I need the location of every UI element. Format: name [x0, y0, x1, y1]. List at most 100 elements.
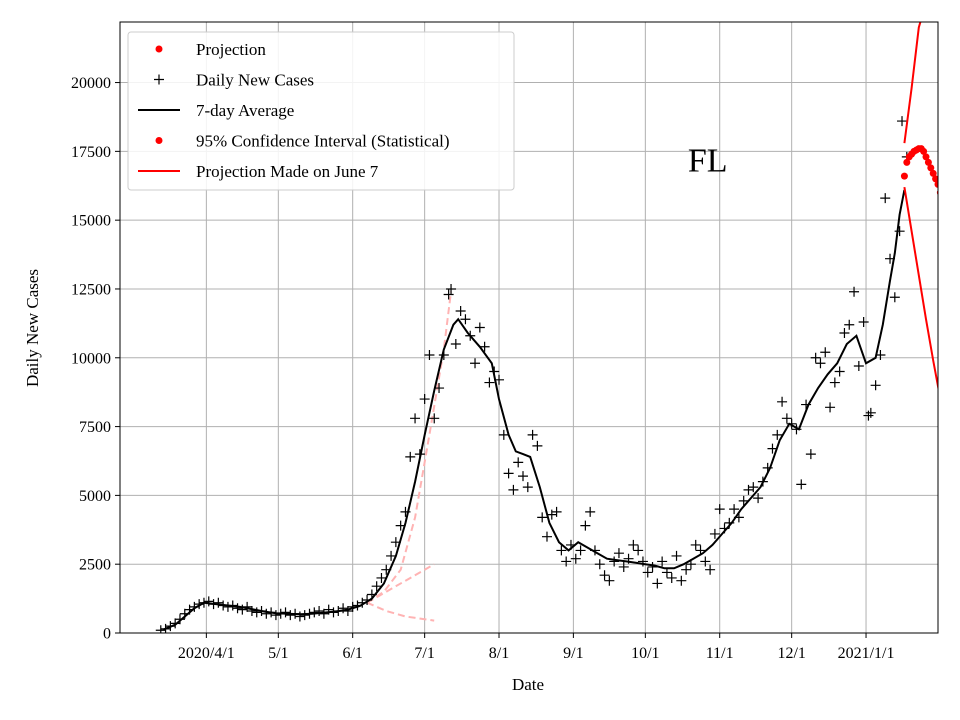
daily-case-marker: [537, 512, 548, 523]
y-tick-label: 5000: [79, 488, 111, 505]
daily-case-marker: [865, 407, 876, 418]
daily-case-marker: [714, 504, 725, 515]
daily-case-marker: [705, 564, 716, 575]
daily-case-marker: [690, 539, 701, 550]
daily-cases-series: [155, 116, 912, 633]
x-tick-label: 8/1: [489, 645, 509, 662]
x-tick-label: 10/1: [631, 645, 659, 662]
daily-case-marker: [820, 347, 831, 358]
x-tick-label: 9/1: [563, 645, 583, 662]
y-tick-label: 17500: [71, 144, 111, 161]
projection-point: [929, 169, 937, 177]
daily-case-marker: [834, 366, 845, 377]
state-annotation: FL: [688, 143, 728, 180]
projection-point: [932, 175, 938, 183]
daily-case-marker: [513, 457, 524, 468]
daily-case-marker: [604, 575, 615, 586]
daily-case-marker: [633, 545, 644, 556]
daily-case-marker: [853, 361, 864, 372]
projection-june7-band: [366, 291, 452, 622]
daily-case-marker: [647, 561, 658, 572]
projection-point: [900, 172, 908, 180]
legend: Projection Daily New Cases 7-day Average 95…: [127, 31, 515, 191]
daily-case-marker: [429, 413, 440, 424]
y-tick-label: 7500: [79, 419, 111, 436]
daily-case-marker: [246, 605, 257, 616]
daily-case-marker: [796, 479, 807, 490]
projection-point: [922, 153, 930, 161]
daily-case-marker: [232, 603, 243, 614]
projection-june7-line: [366, 601, 435, 622]
daily-case-marker: [642, 567, 653, 578]
daily-case-marker: [671, 550, 682, 561]
daily-case-marker: [446, 283, 457, 294]
daily-case-marker: [251, 607, 262, 618]
daily-case-marker: [518, 471, 529, 482]
projection-point: [927, 164, 935, 172]
daily-case-marker: [484, 377, 495, 388]
projection-point: [934, 180, 938, 188]
daily-case-marker: [652, 578, 663, 589]
confidence-interval-line: [903, 186, 938, 392]
daily-case-marker: [450, 339, 461, 350]
daily-case-marker: [410, 413, 421, 424]
daily-case-marker: [700, 556, 711, 567]
x-axis-label: Date: [512, 675, 544, 694]
daily-case-marker: [261, 608, 272, 619]
daily-case-marker: [580, 520, 591, 531]
daily-case-marker: [424, 350, 435, 361]
daily-case-marker: [805, 449, 816, 460]
x-tick-label: 12/1: [777, 645, 805, 662]
daily-case-marker: [880, 193, 891, 204]
daily-case-marker: [532, 440, 543, 451]
daily-case-marker: [386, 550, 397, 561]
projection-series: [900, 145, 938, 196]
daily-case-marker: [666, 572, 677, 583]
x-tick-label: 5/1: [268, 645, 288, 662]
y-tick-label: 20000: [71, 75, 111, 92]
x-axis-ticks: 2020/4/1 5/1 6/1 7/1 8/1 9/1 10/1 11/1 12/1 2021/…: [178, 633, 894, 662]
daily-case-marker: [575, 545, 586, 556]
daily-case-marker: [443, 289, 454, 300]
projection-point: [920, 147, 928, 155]
daily-case-marker: [777, 396, 788, 407]
daily-case-marker: [844, 319, 855, 330]
y-tick-label: 0: [103, 626, 111, 643]
y-tick-label: 2500: [79, 557, 111, 574]
y-tick-label: 12500: [71, 281, 111, 298]
daily-case-marker: [470, 358, 481, 369]
daily-case-marker: [829, 377, 840, 388]
x-tick-label: 7/1: [414, 645, 434, 662]
y-tick-label: 15000: [71, 213, 111, 230]
daily-case-marker: [729, 504, 740, 515]
daily-case-marker: [561, 556, 572, 567]
daily-case-marker: [628, 539, 639, 550]
legend-marker-plus: [154, 74, 164, 85]
daily-case-marker: [419, 394, 430, 405]
plot-frame: [119, 21, 939, 634]
legend-box: [127, 31, 515, 191]
daily-case-marker: [753, 493, 764, 504]
daily-case-marker: [556, 545, 567, 556]
projection-june7-line: [366, 291, 452, 604]
daily-case-marker: [594, 559, 605, 570]
daily-case-marker: [676, 575, 687, 586]
x-tick-label: 2020/4/1: [178, 645, 235, 662]
daily-case-marker: [503, 468, 514, 479]
confidence-interval-line: [903, 22, 922, 144]
daily-case-marker: [541, 531, 552, 542]
projection-june7-line: [366, 563, 435, 604]
legend-marker-dot: [155, 137, 163, 144]
daily-case-marker: [618, 561, 629, 572]
daily-case-marker: [170, 618, 181, 629]
daily-case-marker: [460, 314, 471, 325]
daily-case-marker: [681, 564, 692, 575]
daily-case-marker: [781, 413, 792, 424]
daily-case-marker: [748, 482, 759, 493]
daily-case-marker: [474, 322, 485, 333]
projection-point: [924, 158, 932, 166]
daily-case-marker: [815, 358, 826, 369]
daily-case-marker: [285, 610, 296, 621]
daily-case-marker: [174, 614, 185, 625]
